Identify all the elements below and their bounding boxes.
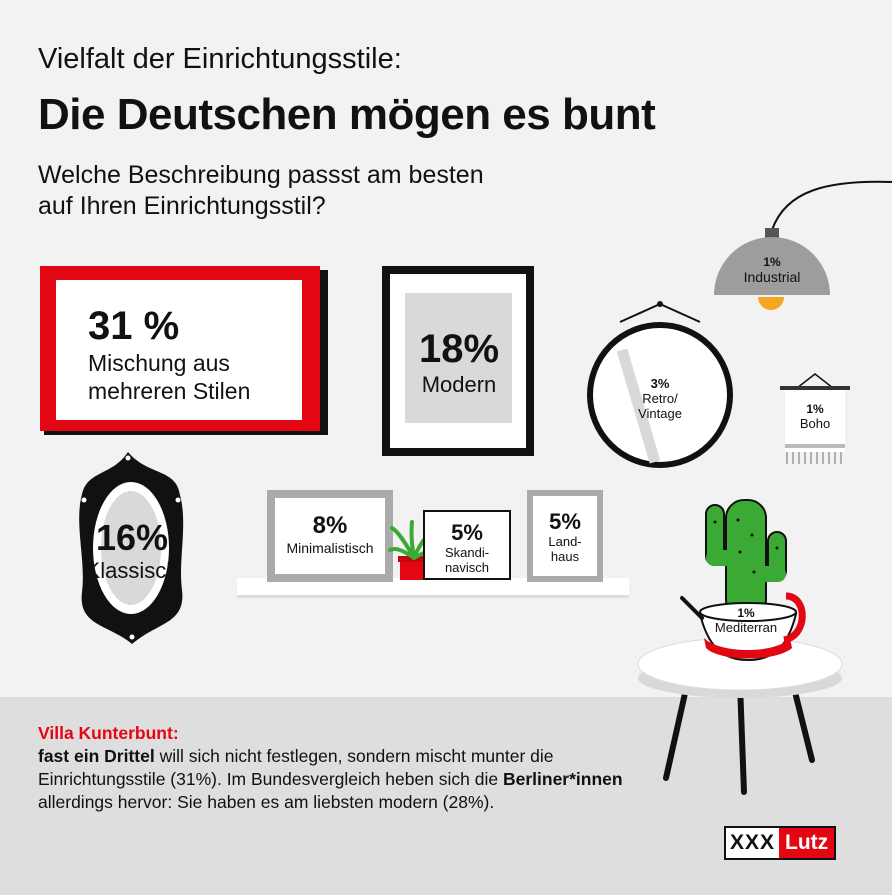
summary-text-1: will sich nicht festlegen, sondern misch… [38,746,554,789]
name-retro-2: Vintage [638,406,682,421]
frame-skandinavisch [423,510,511,580]
logo-part-xxx: XXX [726,828,780,858]
value-mediterran: 1% [737,606,755,620]
cactus-spines [713,518,779,574]
name-skandinavisch-1: Skandi- [444,545,490,560]
label-mischung: 31 % Mischung aus mehreren Stilen [88,303,250,405]
label-industrial: 1% Industrial [722,255,822,286]
label-klassisch: 16% Klassisch [70,518,194,584]
pot-mediterran [680,592,806,662]
mirror-klassisch [79,452,184,644]
frame-mischung [40,266,328,435]
value-klassisch: 16% [95,517,169,558]
brand-logo: XXX Lutz [724,826,837,860]
headline: Die Deutschen mögen es bunt [38,90,656,139]
name-mediterran: Mediterran [714,620,778,635]
frame-landhaus [527,490,603,582]
summary: Villa Kunterbunt: fast ein Drittel will … [38,722,638,814]
name-klassisch: Klassisch [85,558,179,583]
label-minimalistisch: 8% Minimalistisch [275,512,385,557]
name-mischung-1: Mischung aus [88,350,230,376]
question: Welche Beschreibung passst am besten auf… [38,160,598,222]
table [637,637,843,795]
label-retro: 3% Retro/ Vintage [620,376,700,421]
frame-modern [382,266,534,456]
value-minimalistisch: 8% [312,512,348,539]
label-modern: 18% Modern [404,326,514,398]
shelf [237,578,629,598]
label-landhaus: 5% Land- haus [533,509,597,564]
value-modern: 18% [418,327,500,371]
label-boho: 1% Boho [785,402,845,431]
summary-bold-2: Berliner*innen [502,769,623,789]
cactus-icon [705,499,787,619]
name-landhaus-1: Land- [548,534,582,549]
name-landhaus-2: haus [550,549,580,564]
summary-text: fast ein Drittel will sich nicht festleg… [38,745,638,814]
label-mediterran: 1% Mediterran [698,606,794,635]
value-skandinavisch: 5% [451,520,483,545]
value-retro: 3% [650,376,670,391]
value-industrial: 1% [763,255,781,269]
question-line-1: Welche Beschreibung passst am besten [38,161,484,189]
kicker: Vielfalt der Einrichtungsstile: [38,43,402,75]
name-skandinavisch-2: navisch [444,560,490,575]
name-modern: Modern [421,372,497,397]
value-landhaus: 5% [549,509,581,534]
hanging-boho [780,373,850,464]
summary-text-2: allerdings hervor: Sie haben es am liebs… [38,792,495,812]
boho-fringe [786,452,842,464]
summary-title: Villa Kunterbunt: [38,723,179,743]
summary-bold-1: fast ein Drittel [38,746,155,766]
logo-part-lutz: Lutz [779,828,835,858]
name-boho: Boho [799,416,831,431]
name-retro-1: Retro/ [642,391,678,406]
frame-minimalistisch [267,490,393,582]
label-skandinavisch: 5% Skandi- navisch [425,520,509,575]
name-industrial: Industrial [743,269,801,285]
value-boho: 1% [806,402,824,416]
question-line-2: auf Ihren Einrichtungsstil? [38,192,326,220]
lamp-industrial [714,180,892,310]
mirror-retro [587,301,733,468]
value-mischung: 31 % [88,304,180,348]
name-mischung-2: mehreren Stilen [88,378,251,404]
name-minimalistisch: Minimalistisch [286,540,374,556]
